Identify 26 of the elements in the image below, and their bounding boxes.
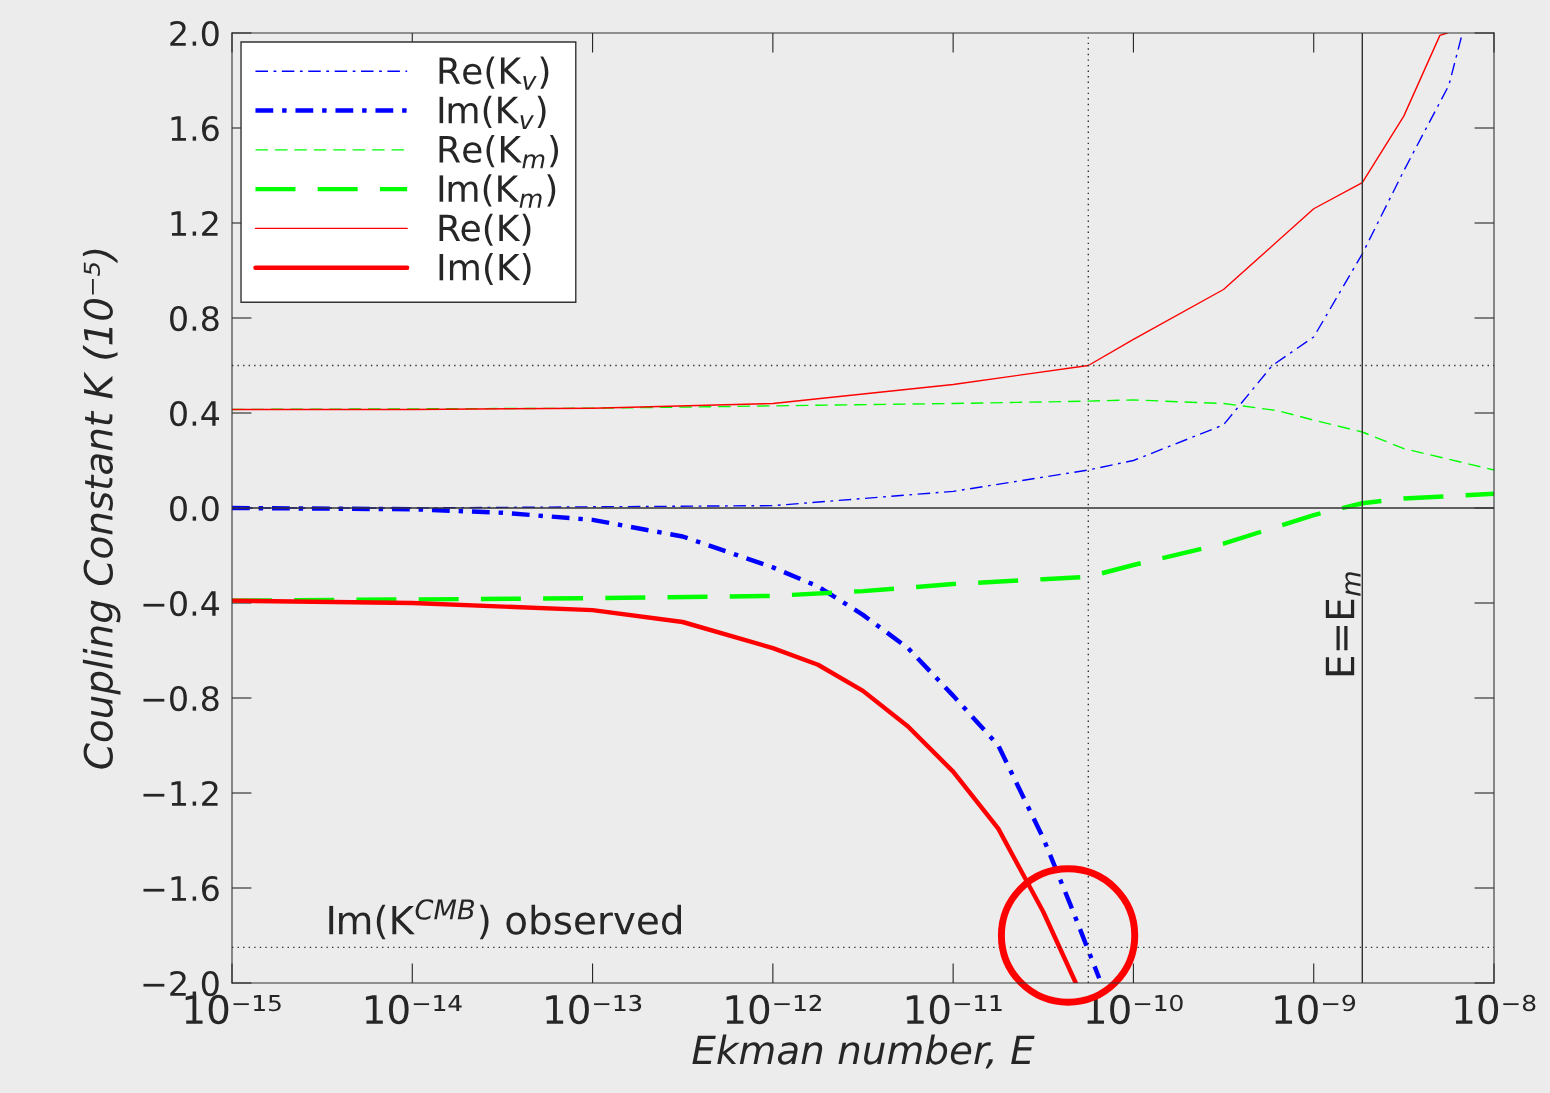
y-tick-label: 1.6: [171, 115, 219, 142]
legend-label: Re(K): [439, 213, 531, 246]
x-tick-label: 10⁻¹³: [546, 994, 642, 1025]
ref-line-label: E=E$_{m}$: [1325, 572, 1361, 676]
y-tick-label: 0.4: [170, 400, 220, 427]
x-tick-label: 10⁻¹⁴: [365, 994, 462, 1025]
y-tick-label: −0.4: [143, 590, 220, 617]
y-tick-label: −0.8: [143, 685, 219, 712]
legend-label: Re(K$_{v}$): [439, 56, 549, 90]
y-tick-label: −1.6: [143, 875, 219, 902]
legend-label: Im(K$_{v}$): [439, 95, 546, 130]
x-axis-title: Ekman number, E: [692, 1034, 1035, 1069]
y-tick-label: 1.2: [171, 210, 218, 236]
y-tick-label: 0.8: [170, 305, 219, 332]
x-tick-label: 10⁻¹²: [726, 994, 821, 1025]
legend-label: Im(K): [439, 252, 531, 286]
x-tick-label: 10⁻¹¹: [906, 994, 1002, 1025]
y-tick-label: −1.2: [143, 780, 218, 806]
y-axis-title: Coupling Constant K (10⁻⁵): [82, 249, 121, 769]
legend-label: Im(K$_{m}$): [439, 174, 556, 208]
y-tick-label: 2.0: [170, 20, 219, 47]
y-tick-label: 0.0: [170, 495, 219, 522]
legend-label: Re(K$_{m}$): [439, 135, 559, 169]
x-tick-label: 10⁻⁹: [1275, 994, 1356, 1025]
x-tick-label: 10⁻⁸: [1455, 994, 1536, 1025]
ref-line-label: Im(K$^{CMB}$) observed: [329, 899, 681, 940]
